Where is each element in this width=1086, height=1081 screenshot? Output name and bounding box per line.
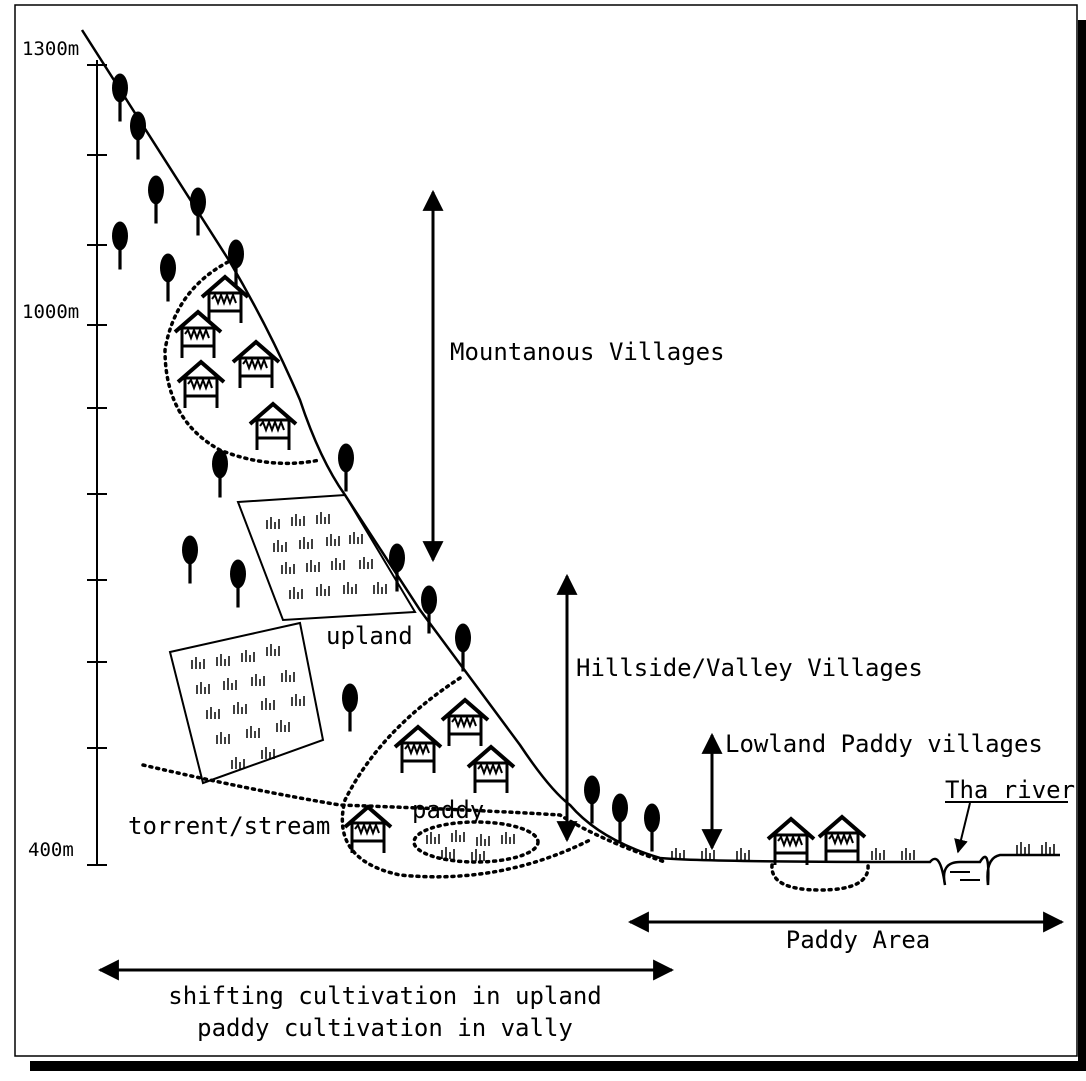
zone-label: Mountanous Villages [450, 338, 725, 366]
area-label: paddy cultivation in vally [197, 1014, 573, 1042]
village-boundary [340, 676, 592, 879]
axis-label: 1000m [22, 301, 79, 323]
feature-label: torrent/stream [128, 812, 330, 840]
zone-label: Hillside/Valley Villages [576, 654, 923, 682]
feature-label: paddy [412, 796, 484, 824]
village-boundary [770, 863, 870, 892]
axis-label: 400m [28, 839, 74, 861]
village-boundary [163, 260, 322, 466]
area-label: Paddy Area [786, 926, 931, 954]
altitude-axis [87, 60, 107, 866]
frame [14, 4, 1078, 1057]
upland-field [168, 621, 325, 785]
frame-shadow [30, 20, 1086, 1071]
area-label: shifting cultivation in upland [168, 982, 601, 1010]
axis-label: 1300m [22, 38, 79, 60]
paddy-boundary [412, 820, 540, 864]
water [950, 871, 980, 881]
upland-field [236, 493, 417, 622]
stream [141, 763, 667, 864]
zone-label: Tha river [945, 776, 1075, 804]
feature-label: upland [326, 622, 413, 650]
zone-label: Lowland Paddy villages [725, 730, 1043, 758]
arrows [97, 189, 1065, 981]
